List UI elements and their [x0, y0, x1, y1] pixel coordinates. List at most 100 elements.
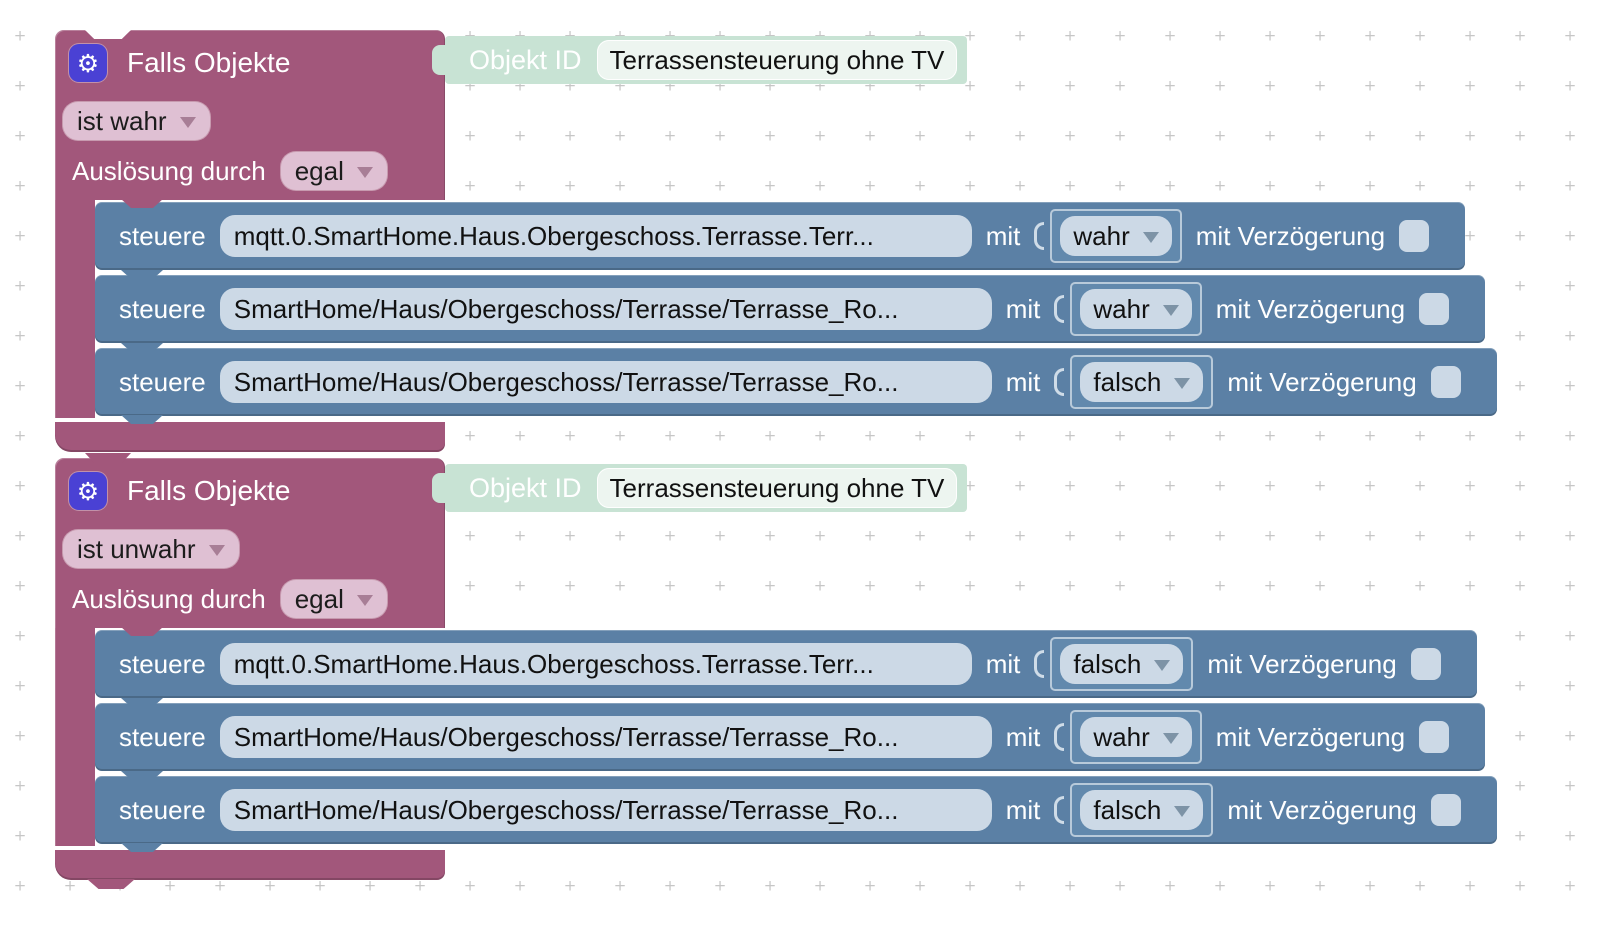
delay-label: mit Verzögerung: [1207, 648, 1397, 679]
delay-checkbox[interactable]: [1410, 648, 1441, 680]
condition-dropdown-label: ist wahr: [77, 105, 167, 136]
delay-checkbox[interactable]: [1430, 366, 1461, 398]
connector-notch: [121, 698, 163, 707]
condition-dropdown[interactable]: ist wahr: [63, 102, 210, 140]
mit-label: mit: [1005, 721, 1041, 752]
value-block[interactable]: wahr: [1070, 710, 1202, 764]
delay-label: mit Verzögerung: [1227, 366, 1417, 397]
steuere-label: steuere: [119, 220, 206, 251]
value-dropdown[interactable]: wahr: [1060, 216, 1172, 256]
steuere-label: steuere: [119, 648, 206, 679]
steuere-block[interactable]: steuere SmartHome/Haus/Obergeschoss/Terr…: [95, 343, 1497, 416]
value-dropdown-label: wahr: [1073, 220, 1130, 251]
chevron-down-icon: [356, 167, 373, 178]
delay-label: mit Verzögerung: [1227, 794, 1417, 825]
connector-tab: [85, 453, 131, 463]
object-id-field[interactable]: SmartHome/Haus/Obergeschoss/Terrasse/Ter…: [219, 789, 992, 831]
value-dropdown-label: falsch: [1093, 366, 1162, 397]
mit-label: mit: [1005, 366, 1041, 397]
object-id-field[interactable]: SmartHome/Haus/Obergeschoss/Terrasse/Ter…: [219, 288, 992, 330]
steuere-label: steuere: [119, 366, 206, 397]
falls-block-body[interactable]: ⚙ Falls Objekte ist unwahr Auslösung dur…: [55, 453, 445, 628]
falls-block-footer: [55, 422, 445, 452]
falls-objekte-block-1[interactable]: ⚙ Falls Objekte ist wahr Auslösung durch…: [55, 30, 1555, 482]
condition-dropdown-label: ist unwahr: [77, 533, 196, 564]
chevron-down-icon: [1142, 232, 1159, 243]
delay-label: mit Verzögerung: [1215, 293, 1406, 324]
falls-objekte-block-2[interactable]: ⚙ Falls Objekte ist unwahr Auslösung dur…: [55, 453, 1555, 910]
trigger-dropdown[interactable]: egal: [280, 580, 387, 618]
value-block[interactable]: falsch: [1050, 637, 1194, 691]
mit-label: mit: [1005, 794, 1041, 825]
connector-tab: [87, 879, 135, 889]
chevron-down-icon: [208, 545, 225, 556]
trigger-dropdown[interactable]: egal: [280, 152, 387, 190]
objekt-id-block[interactable]: Objekt ID Terrassensteuerung ohne TV: [432, 36, 968, 84]
gear-icon[interactable]: ⚙: [69, 472, 107, 510]
value-dropdown[interactable]: falsch: [1060, 644, 1184, 684]
chevron-down-icon: [1162, 733, 1179, 744]
steuere-block[interactable]: steuere SmartHome/Haus/Obergeschoss/Terr…: [95, 698, 1486, 771]
value-block[interactable]: falsch: [1070, 355, 1214, 409]
connector-notch: [121, 627, 163, 636]
object-id-field[interactable]: mqtt.0.SmartHome.Haus.Obergeschoss.Terra…: [219, 215, 972, 257]
mit-label: mit: [985, 220, 1021, 251]
steuere-block[interactable]: steuere mqtt.0.SmartHome.Haus.Obergescho…: [95, 199, 1466, 270]
value-dropdown-label: falsch: [1073, 648, 1142, 679]
value-socket: [1034, 650, 1045, 678]
chevron-down-icon: [1154, 660, 1171, 671]
objekt-id-label: Objekt ID: [469, 44, 582, 75]
steuere-label: steuere: [119, 721, 206, 752]
value-socket: [1054, 368, 1065, 396]
connector-notch: [121, 199, 163, 208]
chevron-down-icon: [1174, 806, 1191, 817]
delay-checkbox[interactable]: [1430, 794, 1461, 826]
block-title: Falls Objekte: [127, 47, 291, 78]
objekt-id-field[interactable]: Terrassensteuerung ohne TV: [596, 468, 958, 508]
mit-label: mit: [1005, 293, 1041, 324]
condition-dropdown[interactable]: ist unwahr: [63, 530, 239, 568]
objekt-id-block[interactable]: Objekt ID Terrassensteuerung ohne TV: [432, 464, 968, 512]
falls-block-footer: [55, 850, 445, 889]
chevron-down-icon: [179, 117, 196, 128]
objekt-id-label: Objekt ID: [469, 472, 582, 503]
value-block[interactable]: falsch: [1070, 783, 1214, 837]
chevron-down-icon: [356, 595, 373, 606]
object-id-field[interactable]: SmartHome/Haus/Obergeschoss/Terrasse/Ter…: [219, 361, 992, 403]
statement-stack: steuere mqtt.0.SmartHome.Haus.Obergescho…: [95, 199, 1497, 424]
value-dropdown[interactable]: wahr: [1080, 717, 1192, 757]
connector-tab: [121, 415, 163, 424]
block-title: Falls Objekte: [127, 475, 291, 506]
value-dropdown-label: falsch: [1093, 794, 1162, 825]
objekt-id-field[interactable]: Terrassensteuerung ohne TV: [596, 40, 958, 80]
value-block[interactable]: wahr: [1050, 209, 1182, 263]
value-socket: [1034, 222, 1045, 250]
value-socket: [1054, 723, 1065, 751]
mit-label: mit: [985, 648, 1021, 679]
puzzle-connector: [432, 473, 447, 503]
delay-label: mit Verzögerung: [1195, 220, 1386, 251]
value-block[interactable]: wahr: [1070, 282, 1202, 336]
value-dropdown[interactable]: falsch: [1080, 362, 1204, 402]
steuere-block[interactable]: steuere SmartHome/Haus/Obergeschoss/Terr…: [95, 270, 1486, 343]
value-dropdown-label: wahr: [1093, 721, 1150, 752]
falls-block-body[interactable]: ⚙ Falls Objekte ist wahr Auslösung durch…: [55, 30, 445, 200]
value-socket: [1054, 796, 1065, 824]
delay-checkbox[interactable]: [1399, 220, 1430, 252]
steuere-block[interactable]: steuere SmartHome/Haus/Obergeschoss/Terr…: [95, 771, 1497, 844]
delay-label: mit Verzögerung: [1215, 721, 1406, 752]
object-id-field[interactable]: SmartHome/Haus/Obergeschoss/Terrasse/Ter…: [219, 716, 992, 758]
value-socket: [1054, 295, 1065, 323]
gear-icon[interactable]: ⚙: [69, 44, 107, 82]
value-dropdown-label: wahr: [1093, 293, 1150, 324]
connector-notch: [121, 343, 163, 352]
steuere-block[interactable]: steuere mqtt.0.SmartHome.Haus.Obergescho…: [95, 627, 1477, 698]
connector-notch: [121, 270, 163, 279]
value-dropdown[interactable]: falsch: [1080, 790, 1204, 830]
delay-checkbox[interactable]: [1419, 293, 1450, 325]
object-id-field[interactable]: mqtt.0.SmartHome.Haus.Obergeschoss.Terra…: [219, 643, 972, 685]
statement-stack: steuere mqtt.0.SmartHome.Haus.Obergescho…: [95, 627, 1497, 852]
delay-checkbox[interactable]: [1419, 721, 1450, 753]
value-dropdown[interactable]: wahr: [1080, 289, 1192, 329]
